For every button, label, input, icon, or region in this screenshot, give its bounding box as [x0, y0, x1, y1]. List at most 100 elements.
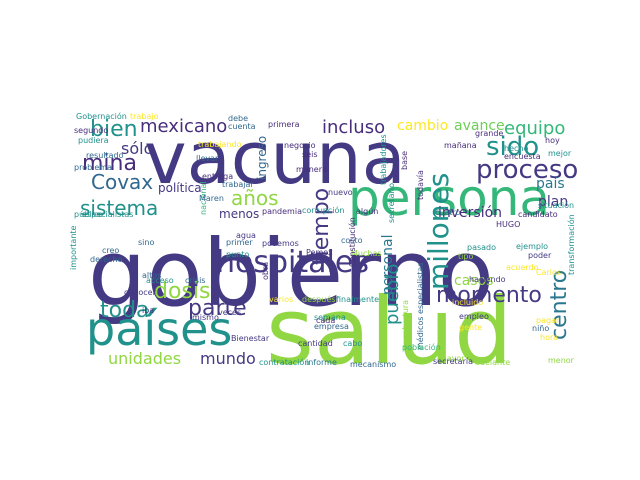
word-56: derecho: [90, 255, 123, 264]
word-78: adelante: [475, 358, 510, 367]
word-22: equipo: [504, 118, 565, 139]
word-123: secretario: [387, 183, 396, 223]
word-20: mexicano: [140, 116, 227, 137]
word-51: trabajar: [222, 180, 254, 189]
word-124: varios: [269, 295, 293, 304]
word-23: tiempo: [309, 188, 334, 265]
word-104: nacional: [199, 181, 208, 215]
word-45: negocio: [284, 141, 316, 150]
word-42: encuesta: [504, 152, 541, 161]
word-83: niño: [532, 324, 549, 333]
word-62: conocer: [124, 288, 157, 297]
word-114: llevar: [196, 154, 219, 163]
word-112: Gobernación: [76, 111, 127, 121]
word-119: cada: [316, 316, 335, 325]
word-65: después: [302, 294, 335, 304]
word-102: punto: [226, 250, 249, 259]
word-100: Constitución: [347, 217, 357, 267]
word-125: incluido: [452, 298, 483, 307]
word-127: Carlos: [536, 268, 561, 277]
word-85: tipo: [458, 252, 473, 261]
word-128: pagar: [536, 316, 560, 325]
word-74: contratación: [259, 357, 309, 367]
word-13: parte: [188, 296, 247, 321]
word-1: gobierno: [88, 220, 494, 327]
word-103: primer: [226, 238, 253, 247]
word-60: crisis: [185, 276, 205, 285]
word-95: grande: [475, 129, 503, 138]
word-52: agua: [236, 231, 256, 240]
word-37: ingreso: [255, 136, 269, 180]
word-73: informe: [306, 358, 337, 367]
word-58: sino: [138, 238, 154, 247]
word-120: Maren: [199, 194, 224, 203]
word-108: problema: [74, 163, 112, 172]
word-66: finalmente: [336, 295, 379, 304]
word-116: debe: [228, 114, 248, 123]
word-84: hora: [540, 333, 558, 342]
word-97: base: [400, 151, 409, 170]
word-67: semana: [314, 313, 346, 322]
word-47: manera: [296, 165, 327, 174]
word-44: primera: [268, 120, 300, 129]
word-96: todavía: [416, 170, 425, 200]
word-30: inversión: [438, 205, 502, 221]
word-27: sólo: [121, 139, 153, 158]
word-82: gente: [459, 323, 482, 332]
word-14: sido: [486, 132, 539, 162]
word-32: casos: [454, 273, 493, 289]
word-11: toda: [100, 298, 150, 323]
word-113: entrega: [202, 172, 233, 181]
word-17: Covax: [91, 170, 153, 194]
word-111: resultado: [86, 151, 124, 160]
word-117: trabajando: [198, 140, 242, 149]
word-33: plan: [538, 194, 568, 210]
word-105: altos: [142, 271, 161, 280]
word-57: creo: [102, 246, 119, 255]
word-7: proceso: [476, 155, 578, 185]
word-5: países: [86, 302, 232, 356]
word-88: poder: [528, 251, 552, 260]
word-50: corrupción: [302, 205, 344, 215]
word-121: costo: [341, 236, 363, 245]
word-64: veces: [218, 308, 241, 317]
word-126: acuerdo: [506, 263, 539, 272]
word-98: cuatro: [435, 208, 461, 217]
word-72: mecanismo: [350, 360, 396, 369]
word-93: mejor: [548, 149, 572, 158]
word-35: política: [158, 181, 202, 195]
word-24: unidades: [108, 349, 181, 368]
word-43: mañana: [444, 141, 477, 150]
word-18: sistema: [80, 196, 158, 220]
word-21: incluso: [322, 117, 385, 138]
word-28: cambio: [397, 118, 448, 134]
word-39: médicos especialistas: [415, 263, 425, 350]
word-59: iba: [142, 306, 154, 315]
word-68: empresa: [314, 322, 349, 331]
word-61: acceso: [146, 276, 174, 285]
word-122: trabajadores: [379, 134, 388, 185]
word-4: persona: [348, 169, 550, 227]
word-38: especialistas: [82, 210, 133, 219]
word-80: cobertura: [401, 300, 410, 339]
word-48: nuevo: [328, 188, 353, 197]
word-101: obra: [261, 262, 270, 280]
word-46: seis: [302, 150, 317, 159]
word-69: Bienestar: [231, 334, 270, 343]
word-79: menor: [548, 356, 575, 365]
word-49: pandemia: [262, 207, 302, 216]
word-8: momento: [436, 283, 542, 308]
word-92: situación: [538, 200, 574, 210]
word-9: millones: [422, 173, 455, 290]
word-40: candidato: [518, 210, 558, 219]
word-77: secretaría: [433, 357, 473, 366]
word-26: pueblo: [382, 264, 403, 325]
word-55: Muchas: [351, 249, 382, 258]
word-10: centro: [547, 270, 572, 340]
word-3: salud: [266, 278, 513, 370]
word-89: haciendo: [469, 275, 506, 284]
word-106: importante: [69, 225, 78, 270]
word-cloud-canvas: gobierno vacuna salud persona países hospital…: [69, 111, 578, 370]
word-115: cuenta: [228, 122, 256, 131]
word-2: vacuna: [144, 116, 406, 200]
